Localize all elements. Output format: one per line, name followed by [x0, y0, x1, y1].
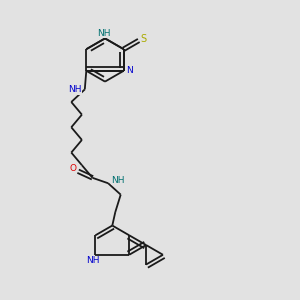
Text: S: S	[140, 34, 146, 44]
Text: NH: NH	[68, 85, 82, 94]
Text: NH: NH	[86, 256, 100, 265]
Text: NH: NH	[97, 28, 110, 38]
Text: NH: NH	[111, 176, 124, 185]
Text: N: N	[126, 66, 133, 75]
Text: O: O	[69, 164, 76, 173]
